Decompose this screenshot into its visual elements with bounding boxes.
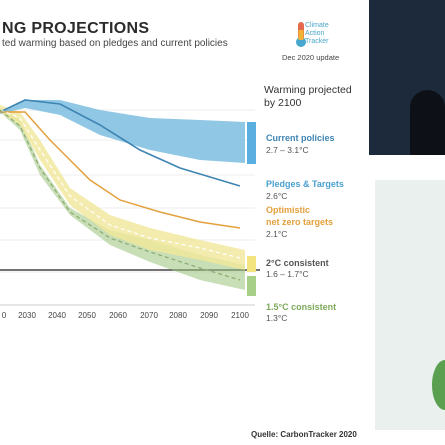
source-note: Quelle: CarbonTracker 2020 — [251, 430, 357, 439]
x-tick-label: 2080 — [169, 311, 187, 320]
legend-series-name: Optimistic net zero targets — [266, 205, 333, 227]
x-tick-label: 2090 — [200, 311, 218, 320]
optimistic-line — [0, 111, 241, 229]
x-tick-label: 2070 — [140, 311, 158, 320]
two-c-band — [0, 105, 245, 270]
speaker-silhouette — [410, 90, 445, 155]
legend-series-value: 2.6°C — [266, 191, 287, 201]
legend-series-value: 1.6 – 1.7°C — [266, 269, 309, 279]
logo-update: Dec 2020 update — [282, 53, 340, 62]
legend-series-name: Pledges & Targets — [266, 179, 344, 189]
projection-chart: 0 2030 2040 2050 2060 2070 2080 2090 2100 Warmin… — [0, 84, 352, 323]
logo-text: Climate Action Tracker — [305, 22, 329, 45]
current-policies-band — [0, 100, 245, 163]
legend-series-name: 1.5°C consistent — [266, 302, 336, 312]
two-c-marker — [247, 256, 256, 272]
one-five-marker — [247, 276, 256, 296]
x-tick-label: 2060 — [109, 311, 127, 320]
legend-series-name: 2°C consistent — [266, 258, 329, 268]
chart-title: NG PROJECTIONS — [2, 20, 150, 37]
x-tick-label: 0 — [2, 311, 7, 320]
legend-series-value: 1.3°C — [266, 313, 287, 323]
one-five-median-line — [0, 109, 241, 281]
legend-series-value: 2.1°C — [266, 229, 287, 239]
current-policies-marker — [247, 122, 256, 164]
pledges-line — [0, 99, 241, 187]
legend-title: Warming projected by 2100 — [264, 84, 352, 109]
chart-subtitle: ted warming based on pledges and current… — [2, 38, 228, 49]
x-tick-label: 2030 — [18, 311, 36, 320]
legend-series-name: Current policies — [266, 133, 335, 143]
thermometer-logo-icon — [296, 22, 306, 47]
green-circle-graphic — [432, 360, 445, 410]
two-c-median-line — [0, 109, 241, 259]
legend-series-value: 2.7 – 3.1°C — [266, 145, 309, 155]
one-five-band — [0, 108, 245, 290]
x-tick-label: 2050 — [78, 311, 96, 320]
x-tick-label: 2040 — [48, 311, 66, 320]
x-tick-label: 2100 — [231, 311, 249, 320]
